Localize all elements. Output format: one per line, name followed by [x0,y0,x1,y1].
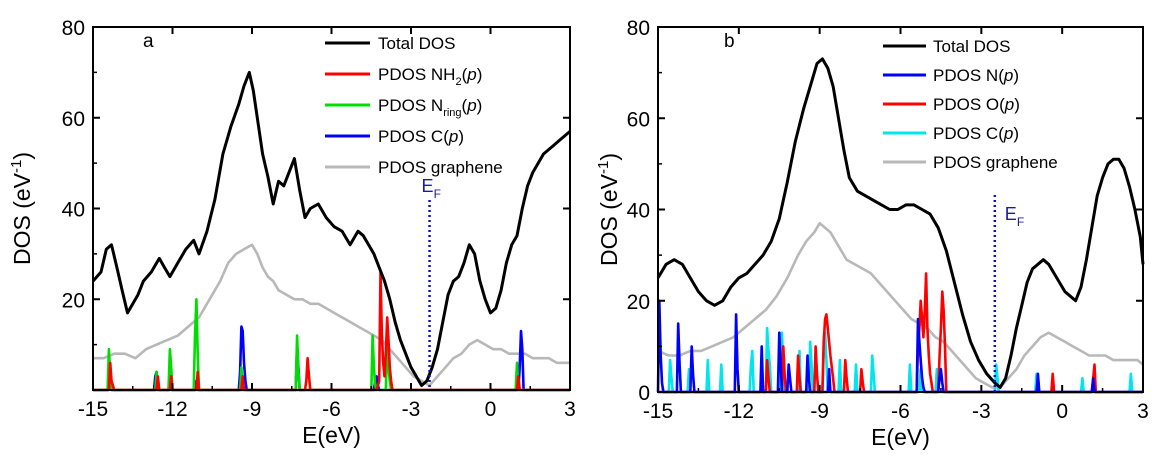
x-tick-label: -9 [243,398,262,421]
series-group [656,57,1145,394]
y-tick-label: 40 [627,200,650,223]
plot-frame [92,26,571,391]
y-tick-label: 60 [627,108,650,131]
y-tick-label: 80 [62,17,85,40]
x-axis-title: E(eV) [871,424,930,450]
legend-label: PDOS C(p) [933,124,1019,143]
series-line-pdos-o [658,272,1143,394]
y-tick-label: 0 [638,382,650,405]
x-tick-label: -15 [643,400,673,423]
x-tick-label: -3 [402,398,421,421]
x-tick-label: 3 [564,398,576,421]
legend: Total DOS PDOS N(p) PDOS O(p) PDOS C(p) PDOS… [883,37,1058,172]
legend: Total DOS PDOS NH2(p) PDOS Nring(p) PDOS C(… [325,34,503,177]
legend-label: PDOS Nring(p) [378,96,482,119]
legend-label: PDOS O(p) [933,95,1020,114]
fermi-level-label: EF [1005,204,1024,229]
x-tick-label: -3 [972,400,991,423]
x-tick-label: -12 [157,398,187,421]
legend-label: PDOS N(p) [933,66,1019,85]
x-tick-label: 0 [485,398,497,421]
series-line-pdos-graphene [657,221,1144,389]
series-line-total-dos [656,57,1145,389]
legend-label: PDOS C(p) [378,127,464,146]
x-tick-label: 0 [1056,400,1068,423]
y-tick-label: 20 [62,289,85,312]
legend-label: PDOS graphene [378,158,503,177]
legend-label: Total DOS [933,37,1010,56]
y-tick-label: 60 [62,108,85,131]
y-axis-title: DOS (eV-1) [595,153,622,266]
series-line-pdos-nh-2 [93,270,570,392]
x-tick-label: 3 [1137,400,1149,423]
x-tick-label: -9 [810,400,829,423]
x-tick-label: -6 [891,400,910,423]
legend-label: Total DOS [378,34,455,53]
legend-label: PDOS graphene [933,153,1058,172]
y-tick-label: 20 [627,291,650,314]
y-tick-label: 80 [627,17,650,40]
y-axis-title: DOS (eV-1) [8,152,35,265]
fermi-level-label: EF [422,176,441,201]
series-line-total-dos [91,70,571,387]
series-line-pdos-n [656,299,1143,394]
x-axis-title: E(eV) [302,422,361,448]
panel-a: -15 -12 -9 -6 -3 0 3 20 40 60 80 E(eV) DOS (eV-1) a EF… [8,17,576,448]
panel-letter: b [724,31,735,52]
x-tick-label: -12 [724,400,754,423]
series-line-pdos-n-ring [93,298,570,392]
panel-b: -15 -12 -9 -6 -3 0 3 0 20 40 60 80 E(eV) DOS (eV-1) b E… [595,17,1149,450]
panel-letter: a [143,31,154,52]
series-line-pdos-c [93,325,570,392]
x-tick-label: -6 [322,398,341,421]
series-group [91,70,571,392]
legend-label: PDOS NH2(p) [378,65,482,88]
x-tick-label: -15 [78,398,108,421]
y-tick-label: 40 [62,199,85,222]
